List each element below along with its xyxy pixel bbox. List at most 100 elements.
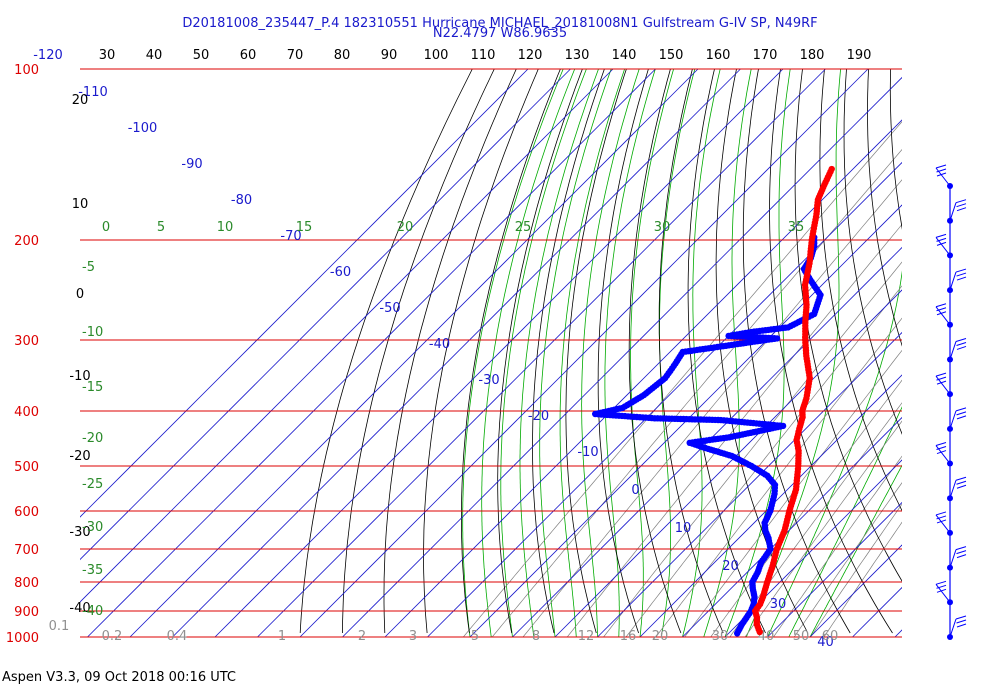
dry-adiabat-line	[461, 69, 561, 634]
pressure-label: 500	[14, 460, 39, 475]
wind-barb-feather	[956, 415, 967, 420]
wind-barb-feather	[955, 407, 967, 412]
wind-barb-feather	[956, 623, 967, 628]
dry-adiabat-label: 10	[72, 197, 89, 212]
isotherm-line	[894, 629, 902, 638]
mixing-ratio-label: 8	[532, 629, 540, 644]
wind-barb-feather	[955, 199, 967, 204]
dry-adiabat-label: -20	[69, 449, 90, 464]
wind-barb-feather	[935, 580, 947, 585]
dry-adiabat-label: -40	[69, 601, 90, 616]
moist-adiabat-label: -5	[82, 260, 95, 275]
wind-barb-shaft	[935, 167, 951, 187]
pressure-label: 400	[14, 405, 39, 420]
isotherm-label: -10	[577, 445, 598, 460]
top-temperature-label: 130	[565, 48, 590, 63]
wind-barb-feather	[955, 615, 967, 620]
wind-barb-feather	[955, 476, 967, 481]
wind-barb-feather	[936, 172, 947, 177]
dry-adiabat-line	[769, 69, 893, 634]
wind-barb-shaft	[949, 202, 957, 221]
isotherm-label: -40	[429, 337, 450, 352]
dry-adiabat-line	[979, 69, 1000, 633]
dry-adiabat-line	[889, 69, 902, 230]
moist-adiabat-line	[539, 69, 612, 638]
wind-barb-shaft	[935, 584, 951, 603]
wind-barb-feather	[956, 554, 967, 559]
wind-barb-feather	[935, 233, 947, 238]
wind-barb-shaft	[949, 271, 957, 291]
top-temperature-label: 30	[99, 48, 116, 63]
wind-barb-feather	[936, 588, 947, 593]
wind-barb-feather	[956, 411, 967, 416]
wind-barb-shaft	[935, 445, 951, 464]
wind-barb-feather	[936, 241, 947, 246]
wind-barb-feather	[956, 480, 967, 485]
dry-adiabat-line	[913, 69, 1000, 633]
mixing-ratio-line	[625, 285, 902, 638]
dry-adiabats	[299, 69, 1000, 634]
wind-barb-shaft	[949, 341, 957, 360]
top-temperature-label: 180	[800, 48, 825, 63]
isotherm-line	[172, 69, 741, 638]
dry-adiabat-line	[497, 69, 583, 634]
mixing-ratio-label: 12	[578, 629, 595, 644]
dry-adiabat-line	[715, 69, 809, 634]
wind-barb-shaft	[949, 618, 957, 638]
isotherm-label: -20	[528, 409, 549, 424]
top-temperature-label: 190	[847, 48, 872, 63]
moist-adiabat-label: 15	[296, 220, 313, 235]
dry-adiabat-line	[794, 69, 902, 582]
wind-barb-feather	[936, 450, 947, 455]
moist-adiabat-label: -35	[82, 563, 103, 578]
dry-adiabat-line	[658, 69, 724, 634]
moist-adiabat-line	[788, 406, 902, 638]
mixing-ratio-label: 50	[793, 629, 810, 644]
mixing-ratio-label: 30	[712, 629, 729, 644]
mixing-ratio-line	[603, 261, 902, 638]
mixing-ratio-line	[744, 420, 902, 638]
wind-barb-feather	[956, 203, 967, 208]
isotherm-label: -60	[330, 265, 351, 280]
pressure-label: 300	[14, 334, 39, 349]
moist-adiabat-label: 5	[157, 220, 165, 235]
top-temperature-label: 40	[146, 48, 163, 63]
moist-adiabat-line	[481, 69, 576, 638]
dry-adiabat-label: -10	[69, 369, 90, 384]
moist-adiabat-line	[500, 69, 587, 638]
isotherm-line	[512, 246, 902, 638]
wind-barb-feather	[936, 515, 947, 520]
moist-adiabat-line	[659, 69, 696, 638]
isotherm-label: 0	[631, 483, 639, 498]
mixing-ratio-label: 20	[652, 629, 669, 644]
pressure-label: 1000	[6, 631, 39, 646]
mixing-ratio-label: 2	[358, 629, 366, 644]
pressure-label: 900	[14, 605, 39, 620]
wind-barb-feather	[936, 446, 947, 451]
moist-adiabat-line	[630, 69, 674, 638]
wind-barb-shaft	[935, 375, 951, 395]
mixing-ratio-line	[793, 482, 902, 638]
moist-adiabat-line	[703, 69, 752, 638]
isotherm-line	[767, 501, 902, 638]
wind-barb-feather	[955, 337, 967, 342]
mixing-ratio-label: 0.1	[49, 619, 70, 634]
wind-barb-shaft	[935, 306, 951, 326]
moist-adiabat-line	[519, 69, 599, 638]
wind-barb-feather	[956, 272, 967, 277]
wind-barb-feather	[936, 380, 947, 385]
mixing-ratio-line	[566, 223, 902, 638]
pressure-label: 600	[14, 505, 39, 520]
dry-adiabat-line	[867, 69, 902, 347]
mixing-ratio-line	[710, 379, 902, 638]
isotherm-label: -70	[280, 229, 301, 244]
moist-adiabat-label: 0	[102, 220, 110, 235]
dry-adiabat-line	[597, 69, 649, 634]
dry-adiabat-label: -30	[69, 525, 90, 540]
mixing-ratio-line	[823, 521, 902, 638]
mixing-ratio-label: 5	[471, 629, 479, 644]
pressure-label: 800	[14, 576, 39, 591]
wind-barb-feather	[936, 584, 947, 589]
mixing-ratio-label: 16	[620, 629, 637, 644]
